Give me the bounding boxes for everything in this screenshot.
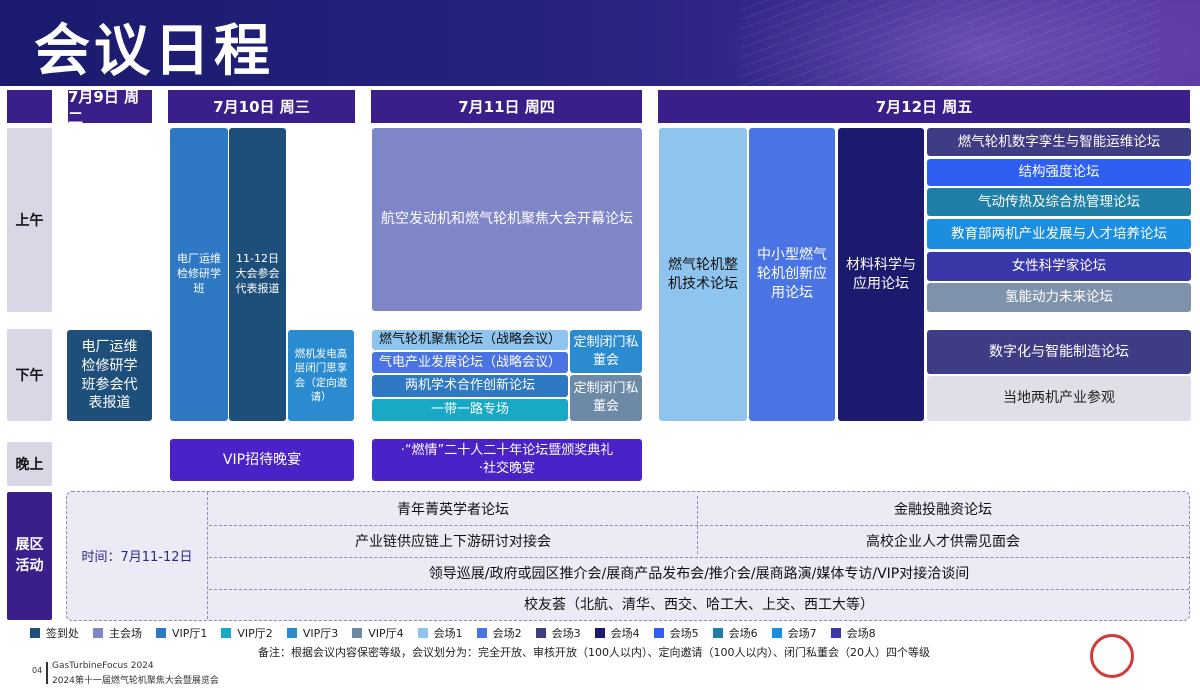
header-banner	[0, 0, 1200, 86]
banner-glow	[720, 0, 1200, 86]
legend-vip1: VIP厅1	[156, 625, 207, 641]
row-morning: 上午	[7, 128, 52, 312]
expo-activities[interactable]: 领导巡展/政府或园区推介会/展商产品发布会/推介会/展商路演/媒体专访/VIP对…	[428, 566, 970, 582]
day-jul9: 7月9日 周二	[68, 88, 152, 127]
legend-hall4: 会场4	[594, 625, 640, 641]
session-jul12-structure[interactable]: 结构强度论坛	[927, 159, 1191, 186]
session-jul11-focus-forum[interactable]: 燃气轮机聚焦论坛（战略会议）	[372, 330, 568, 350]
expo-alumni[interactable]: 校友荟（北航、清华、西交、哈工大、上交、西工大等）	[524, 597, 874, 613]
session-jul11-closed-1[interactable]: 定制闭门私董会	[570, 330, 642, 373]
session-jul12-small[interactable]: 中小型燃气轮机创新应用论坛	[749, 128, 835, 421]
session-jul11-belt-road[interactable]: 一带一路专场	[372, 399, 568, 421]
session-jul12-women[interactable]: 女性科学家论坛	[927, 252, 1191, 281]
legend-swatch	[352, 628, 363, 638]
session-jul12-digital-twin[interactable]: 燃气轮机数字孪生与智能运维论坛	[927, 128, 1191, 156]
legend-swatch	[535, 628, 546, 638]
legend-vip3: VIP厅3	[286, 625, 338, 641]
legend-swatch	[286, 628, 297, 638]
expo-time: 时间：7月11-12日	[81, 550, 193, 565]
row-expo: 展区 活动	[7, 492, 52, 620]
legend-swatch	[594, 628, 605, 638]
row-afternoon: 下午	[7, 329, 52, 421]
footer-event: 2024第十一届燃气轮机聚焦大会暨展览会	[52, 676, 219, 686]
session-jul12-visit[interactable]: 当地两机产业参观	[927, 376, 1191, 421]
banner-pattern	[740, 0, 1160, 86]
expo-area: 时间：7月11-12日 青年菁英学者论坛 金融投融资论坛 产业链供应链上下游研讨…	[66, 491, 1190, 621]
session-jul12-edu[interactable]: 教育部两机产业发展与人才培养论坛	[927, 219, 1191, 249]
footer-divider	[46, 662, 48, 684]
day-jul10: 7月10日 周三	[168, 90, 355, 123]
session-jul10-training[interactable]: 电厂运维检修研学班	[170, 128, 228, 421]
legend-swatch	[653, 628, 664, 638]
legend-swatch	[417, 628, 428, 638]
expo-supply-chain[interactable]: 产业链供应链上下游研讨对接会	[355, 534, 551, 550]
legend-vip2: VIP厅2	[221, 625, 273, 641]
session-jul11-coop-forum[interactable]: 两机学术合作创新论坛	[372, 375, 568, 397]
legend-swatch	[156, 628, 166, 638]
expo-divider-3	[209, 589, 1189, 590]
logo-ring-icon	[1090, 634, 1134, 678]
session-jul12-tech[interactable]: 燃气轮机整机技术论坛	[659, 128, 747, 421]
legend-hall7: 会场7	[771, 625, 817, 641]
legend-swatch	[30, 628, 40, 638]
session-jul12-material[interactable]: 材料科学与应用论坛	[838, 128, 924, 421]
day-jul11: 7月11日 周四	[371, 90, 642, 123]
legend-swatch	[712, 628, 723, 638]
session-jul11-gas-forum[interactable]: 气电产业发展论坛（战略会议）	[372, 352, 568, 373]
session-jul10-salon[interactable]: 燃机发电高层闭门思享会（定向邀请）	[288, 330, 354, 421]
legend-checkin: 签到处	[30, 625, 79, 641]
legend-swatch	[221, 628, 232, 638]
legend-hall2: 会场2	[476, 625, 522, 641]
expo-divider-1	[209, 525, 1189, 526]
session-jul12-hydrogen[interactable]: 氢能动力未来论坛	[927, 283, 1191, 312]
legend-hall1: 会场1	[417, 625, 463, 641]
legend-vip4: VIP厅4	[352, 625, 404, 641]
legend-hall6: 会场6	[712, 625, 758, 641]
session-jul12-aero[interactable]: 气动传热及综合热管理论坛	[927, 188, 1191, 216]
ceremony-line-2: ·社交晚宴	[478, 461, 536, 476]
legend-swatch	[93, 628, 103, 638]
ceremony-line-1: ·“燃情”二十人二十年论坛暨颁奖典礼	[400, 443, 614, 459]
gtf-logo	[1040, 628, 1190, 688]
legend-hall8: 会场8	[830, 625, 876, 641]
legend-swatch	[771, 628, 782, 638]
session-jul12-digital-mfg[interactable]: 数字化与智能制造论坛	[927, 330, 1191, 374]
page-title: 会议日程	[34, 19, 274, 84]
venue-legend: 签到处 主会场 VIP厅1 VIP厅2 VIP厅3 VIP厅4 会场1 会场2 …	[30, 625, 890, 641]
legend-swatch	[476, 628, 487, 638]
footer-brand: GasTurbineFocus 2024	[52, 661, 154, 671]
session-jul11-ceremony[interactable]: ·“燃情”二十人二十年论坛暨颁奖典礼 ·社交晚宴	[372, 439, 642, 481]
legend-main: 主会场	[93, 625, 142, 641]
session-jul11-closed-2[interactable]: 定制闭门私董会	[570, 375, 642, 421]
expo-divider-time	[207, 492, 208, 619]
expo-finance[interactable]: 金融投融资论坛	[894, 502, 992, 518]
expo-young-scholars[interactable]: 青年菁英学者论坛	[397, 502, 509, 518]
footnote: 备注：根据会议内容保密等级，会议划分为：完全开放、审核开放（100人以内）、定向…	[258, 646, 930, 659]
session-jul10-checkin[interactable]: 11-12日大会参会代表报道	[229, 128, 286, 421]
page-number: 04	[32, 666, 43, 675]
session-jul10-vip-dinner[interactable]: VIP招待晚宴	[170, 439, 354, 481]
expo-talent[interactable]: 高校企业人才供需见面会	[866, 534, 1020, 550]
legend-swatch	[830, 628, 841, 638]
day-jul12: 7月12日 周五	[658, 90, 1190, 123]
legend-hall3: 会场3	[535, 625, 581, 641]
legend-hall5: 会场5	[653, 625, 699, 641]
expo-divider-2	[209, 557, 1189, 558]
row-evening: 晚上	[7, 442, 52, 486]
header-corner	[7, 90, 52, 123]
session-jul11-opening[interactable]: 航空发动机和燃气轮机聚焦大会开幕论坛	[372, 128, 642, 311]
session-jul9-checkin[interactable]: 电厂运维检修研学班参会代表报道	[67, 330, 152, 421]
